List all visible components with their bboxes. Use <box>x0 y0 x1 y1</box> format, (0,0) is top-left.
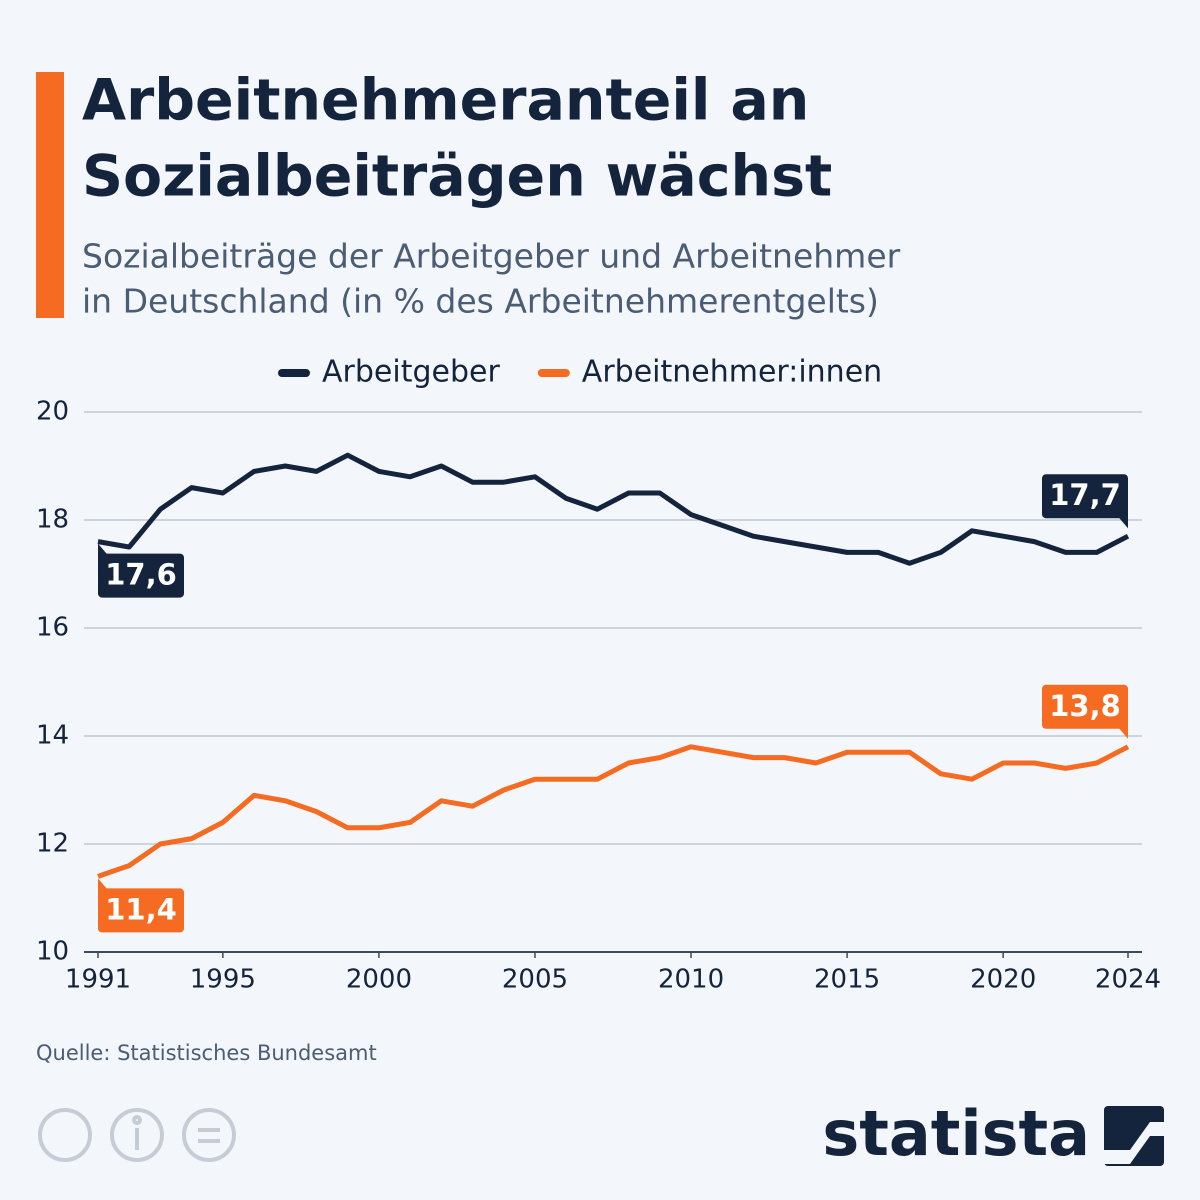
source: Quelle: Statistisches Bundesamt <box>36 1041 377 1065</box>
y-tick-label: 20 <box>36 397 69 427</box>
x-tick-label: 2005 <box>502 965 568 995</box>
legend-label: Arbeitnehmer:innen <box>582 355 882 390</box>
value-label-box <box>98 553 184 598</box>
accent-bar <box>36 72 64 318</box>
series-line <box>97 452 1130 566</box>
value-label-box <box>1042 684 1128 729</box>
x-tick-label: 2010 <box>658 965 724 995</box>
y-tick-label: 14 <box>36 721 69 751</box>
y-tick-label: 18 <box>36 505 69 535</box>
value-label: 17,7 <box>1049 478 1121 512</box>
value-label-box <box>98 888 184 933</box>
chart-title: Sozialbeiträgen wächst <box>82 144 832 210</box>
value-label: 13,8 <box>1049 689 1121 723</box>
logo-icon <box>1104 1106 1164 1166</box>
chart-subtitle: Sozialbeiträge der Arbeitgeber und Arbei… <box>82 237 901 276</box>
x-tick-label: 2024 <box>1095 965 1161 995</box>
value-label: 17,6 <box>105 558 177 592</box>
x-tick-label: 2015 <box>814 965 880 995</box>
chart-subtitle: in Deutschland (in % des Arbeitnehmerent… <box>82 282 879 321</box>
y-tick-label: 12 <box>36 829 69 859</box>
x-tick-label: 1995 <box>190 965 256 995</box>
series-line <box>97 744 1130 879</box>
chart-title: Arbeitnehmeranteil an <box>82 68 809 134</box>
x-tick-label: 1991 <box>65 965 131 995</box>
value-label-box <box>1042 474 1128 519</box>
x-tick-label: 2020 <box>970 965 1036 995</box>
y-tick-label: 16 <box>36 613 69 643</box>
legend-label: Arbeitgeber <box>322 355 500 390</box>
x-tick-label: 2000 <box>346 965 412 995</box>
value-label: 11,4 <box>105 892 177 926</box>
license-icons <box>38 1108 236 1162</box>
logo: statista <box>822 1097 1090 1170</box>
y-tick-label: 10 <box>36 937 69 967</box>
